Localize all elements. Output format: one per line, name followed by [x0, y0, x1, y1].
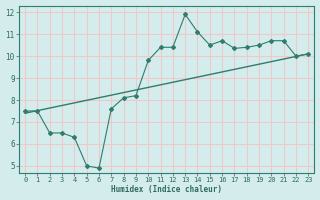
X-axis label: Humidex (Indice chaleur): Humidex (Indice chaleur) [111, 185, 222, 194]
